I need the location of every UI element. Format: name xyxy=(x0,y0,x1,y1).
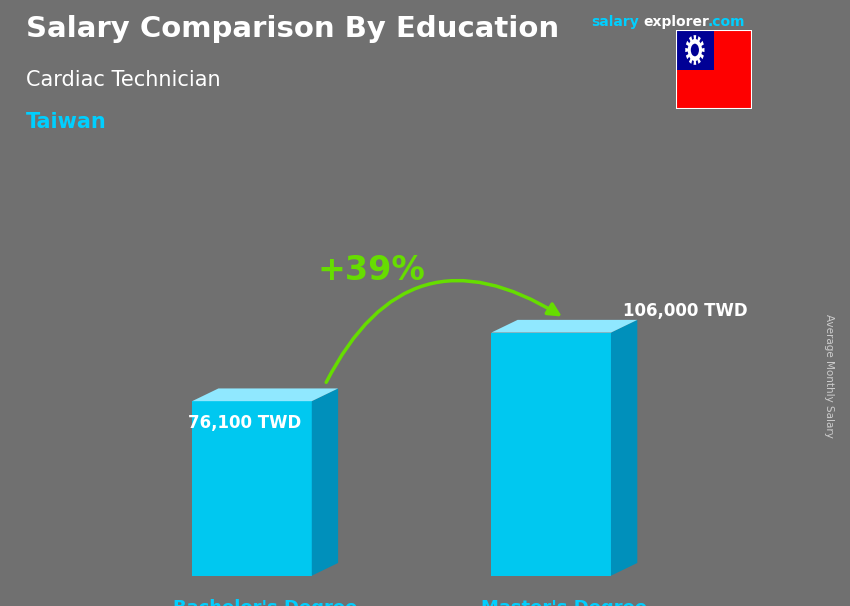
Text: Average Monthly Salary: Average Monthly Salary xyxy=(824,314,834,438)
Polygon shape xyxy=(694,36,701,50)
Polygon shape xyxy=(694,48,705,52)
Polygon shape xyxy=(491,320,638,333)
Text: salary: salary xyxy=(591,15,638,29)
Text: Bachelor's Degree: Bachelor's Degree xyxy=(173,599,357,606)
Text: 106,000 TWD: 106,000 TWD xyxy=(623,302,748,320)
Circle shape xyxy=(688,39,702,61)
Polygon shape xyxy=(491,333,611,576)
Text: .com: .com xyxy=(707,15,745,29)
Polygon shape xyxy=(192,401,312,576)
Text: Cardiac Technician: Cardiac Technician xyxy=(26,70,220,90)
Polygon shape xyxy=(688,36,694,50)
Text: Salary Comparison By Education: Salary Comparison By Education xyxy=(26,15,558,43)
Text: 76,100 TWD: 76,100 TWD xyxy=(188,414,301,432)
Polygon shape xyxy=(694,50,696,65)
Bar xyxy=(676,30,714,70)
Text: Taiwan: Taiwan xyxy=(26,112,106,132)
Polygon shape xyxy=(688,50,694,64)
Polygon shape xyxy=(685,48,694,52)
Polygon shape xyxy=(312,388,338,576)
Polygon shape xyxy=(686,41,694,50)
Text: explorer: explorer xyxy=(643,15,709,29)
Polygon shape xyxy=(694,41,704,50)
Polygon shape xyxy=(686,50,694,59)
Polygon shape xyxy=(611,320,638,576)
Text: Master's Degree: Master's Degree xyxy=(481,599,648,606)
Polygon shape xyxy=(694,50,701,64)
Circle shape xyxy=(691,44,699,56)
Polygon shape xyxy=(694,50,704,59)
Polygon shape xyxy=(192,388,338,401)
Polygon shape xyxy=(694,35,696,50)
Text: +39%: +39% xyxy=(318,255,426,287)
